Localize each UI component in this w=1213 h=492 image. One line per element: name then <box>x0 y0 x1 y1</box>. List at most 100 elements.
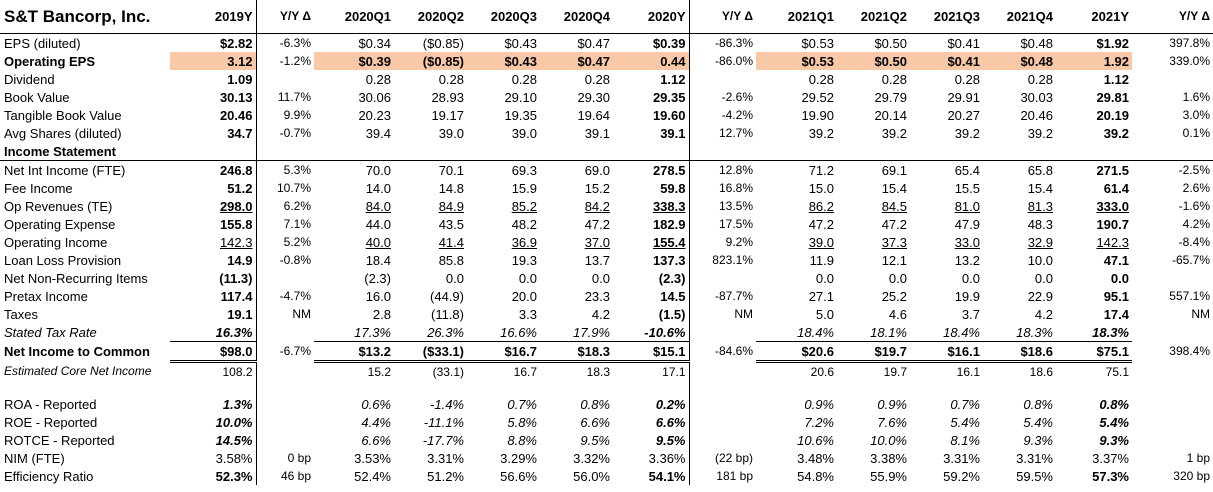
value-cell: 0.28 <box>438 71 464 87</box>
value-cell: $0.39 <box>314 52 394 70</box>
yoy-change-cell: 12.8% <box>688 160 756 179</box>
value-cell: 69.0 <box>584 162 610 178</box>
yoy-change-cell: 397.8% <box>1169 35 1210 50</box>
value-cell: 1.92 <box>1056 52 1132 70</box>
value-cell: 16.3% <box>170 323 256 342</box>
value-cell: 52.3% <box>215 468 253 484</box>
value-cell: 4.6 <box>888 306 907 322</box>
value-cell: 0.9% <box>804 396 834 412</box>
value-cell: 5.0 <box>815 306 834 322</box>
value-cell: 9.3% <box>1023 432 1053 448</box>
value-cell: 65.8 <box>1027 162 1053 178</box>
yoy-change-cell: 0 bp <box>255 449 314 467</box>
value-cell: -17.7% <box>422 432 464 448</box>
yoy-change-cell <box>1132 413 1213 431</box>
value-cell: 23.3 <box>584 288 610 304</box>
yoy-change-cell: -1.2% <box>255 52 314 70</box>
value-cell: 39.2 <box>954 125 980 141</box>
value-cell: $0.34 <box>358 35 391 51</box>
value-cell: 14.8 <box>438 180 464 196</box>
yoy-change-cell: -4.2% <box>688 106 756 124</box>
value-cell: 27.1 <box>808 288 834 304</box>
row-label: Dividend <box>4 71 55 87</box>
value-cell: 20.0 <box>511 288 537 304</box>
value-cell: 8.1% <box>950 432 980 448</box>
value-cell: $0.41 <box>947 35 980 51</box>
value-cell: 4.2 <box>591 306 610 322</box>
yoy-change-cell <box>1132 323 1213 342</box>
value-cell: $0.53 <box>801 35 834 51</box>
table-row-pretax: Pretax Income 117.4 -4.7% 16.0 (44.9) 20.0 23.… <box>0 287 1213 305</box>
table-row-opeps: Operating EPS 3.12 -1.2% $0.39 ($0.85) $0.43 $… <box>0 52 1213 70</box>
value-cell: 0.28 <box>881 71 907 87</box>
column-header: 2021Y <box>1056 0 1132 34</box>
value-cell: $0.47 <box>577 35 610 51</box>
value-cell: 29.30 <box>577 89 610 105</box>
value-cell: 8.8% <box>507 432 537 448</box>
value-cell: 70.1 <box>438 162 464 178</box>
yoy-change-cell: 0.1% <box>1182 125 1210 140</box>
value-cell: 15.9 <box>511 180 537 196</box>
value-cell: $19.7 <box>837 341 910 363</box>
yoy-change-cell <box>1132 269 1213 287</box>
value-cell: 41.4 <box>438 234 464 250</box>
value-cell: (33.1) <box>432 364 464 379</box>
spacer-row <box>0 381 1213 395</box>
yoy-change-cell <box>255 413 314 431</box>
value-cell: 18.6 <box>1029 364 1053 379</box>
value-cell: 29.10 <box>504 89 537 105</box>
value-cell: $18.3 <box>540 341 613 363</box>
column-header: 2020Q1 <box>314 0 394 34</box>
yoy-change-cell <box>255 361 314 381</box>
table-row-div: Dividend 1.09 0.28 0.28 0.28 0.28 1.12 0.28 0.28… <box>0 70 1213 88</box>
table-row-core: Estimated Core Net Income 108.2 15.2 (33.1)… <box>0 361 1213 381</box>
row-label: Estimated Core Net Income <box>4 363 152 378</box>
value-cell: ($0.85) <box>394 52 467 70</box>
value-cell: $0.50 <box>837 52 910 70</box>
value-cell: 19.35 <box>504 107 537 123</box>
value-cell: 6.6% <box>580 414 610 430</box>
value-cell: 10.0% <box>215 414 253 430</box>
value-cell: 30.03 <box>1020 89 1053 105</box>
column-header: 2021Q2 <box>837 0 910 34</box>
value-cell: 48.3 <box>1027 216 1053 232</box>
column-header: 2020Q4 <box>540 0 613 34</box>
row-label: EPS (diluted) <box>4 35 81 51</box>
yoy-change-cell: 1.6% <box>1182 89 1210 104</box>
yoy-change-cell: 181 bp <box>688 467 756 485</box>
value-cell: 29.52 <box>801 89 834 105</box>
table-row-rotce: ROTCE - Reported 14.5% 6.6% -17.7% 8.8% 9.5% 9… <box>0 431 1213 449</box>
value-cell: (1.5) <box>658 306 686 322</box>
value-cell: $16.1 <box>910 341 983 363</box>
yoy-change-cell <box>688 413 756 431</box>
yoy-change-cell: 12.7% <box>688 124 756 142</box>
value-cell: 9.5% <box>580 432 610 448</box>
value-cell: (44.9) <box>430 288 464 304</box>
yoy-change-cell: 5.3% <box>255 160 314 179</box>
value-cell: 17.1 <box>662 364 686 379</box>
value-cell: 30.06 <box>358 89 391 105</box>
value-cell: $20.6 <box>756 341 837 363</box>
yoy-change-cell: 4.2% <box>1182 216 1210 231</box>
column-header: 2021Q1 <box>756 0 837 34</box>
value-cell: 3.32% <box>573 450 610 466</box>
yoy-change-cell: 2.6% <box>1182 180 1210 195</box>
value-cell: 142.3 <box>219 234 253 250</box>
yoy-change-cell: -4.7% <box>255 287 314 305</box>
yoy-change-cell <box>255 70 314 88</box>
value-cell: (11.8) <box>431 306 464 322</box>
yoy-change-cell <box>255 323 314 342</box>
row-label: Op Revenues (TE) <box>4 198 113 214</box>
yoy-change-cell: 11.7% <box>255 88 314 106</box>
value-cell: 22.9 <box>1027 288 1053 304</box>
yoy-change-cell: -65.7% <box>1171 252 1210 267</box>
value-cell: 14.0 <box>365 180 391 196</box>
value-cell: 12.1 <box>881 252 907 268</box>
value-cell: 0.0 <box>591 270 610 286</box>
value-cell: 117.4 <box>220 288 253 304</box>
yoy-change-cell: (22 bp) <box>688 449 756 467</box>
yoy-change-cell: 3.0% <box>1182 107 1210 122</box>
value-cell: 81.3 <box>1027 198 1053 214</box>
row-label: Stated Tax Rate <box>4 324 97 340</box>
value-cell: 47.2 <box>808 216 834 232</box>
